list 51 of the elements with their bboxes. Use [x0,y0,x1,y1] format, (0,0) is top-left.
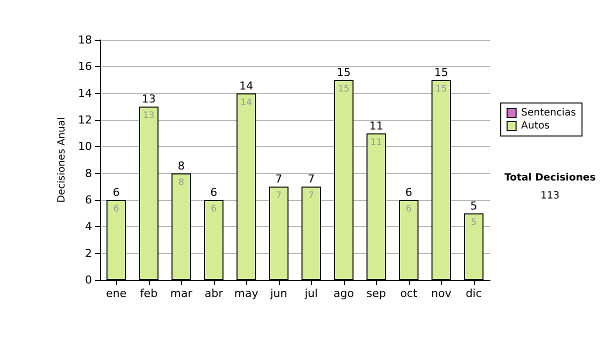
data-label: 13 [143,111,154,122]
y-tick-label: 16 [78,60,92,74]
text: 113 [540,190,560,202]
x-tick-label: nov [431,287,452,300]
x-tick-label: abr [204,287,224,300]
data-label: 14 [240,98,252,108]
x-tick-label: dic [466,287,482,300]
y-tick-label: 10 [78,140,92,154]
data-label: 7 [308,191,314,202]
total-label: 6 [210,186,218,199]
total-label: 15 [336,66,351,79]
legend-label: Autos [521,120,550,132]
total-label: 7 [308,172,315,186]
x-tick-label: sep [366,287,386,300]
total-label: 6 [112,186,120,199]
y-tick-label: 14 [78,86,92,100]
legend-label: Sentencias [521,108,576,118]
data-label: 8 [178,178,184,188]
total-label: 8 [178,159,185,172]
x-tick-label: ago [334,287,354,300]
total-label: 5 [470,199,478,212]
y-axis-title: Decisiones Anual [56,117,68,203]
total-label: 13 [142,92,156,106]
y-tick-label: 6 [85,194,92,206]
x-tick-label: mar [170,287,193,300]
y-tick-label: 8 [85,166,92,180]
y-tick-label: 4 [85,220,92,234]
data-label: 7 [276,191,282,202]
data-label: 6 [210,204,217,214]
x-tick-label: jun [269,287,288,300]
data-label: 6 [113,204,120,214]
total-label: 11 [369,119,384,132]
total-label: 15 [434,66,448,79]
total-label: 6 [405,186,412,199]
data-label: 6 [406,204,412,214]
y-tick-label: 18 [78,34,92,46]
data-label: 5 [470,218,477,228]
y-tick-label: 2 [85,246,92,260]
y-tick-label: 12 [78,114,92,126]
x-tick-label: ene [106,287,127,300]
x-tick-label: jul [304,287,318,300]
data-label: 11 [370,138,382,148]
data-label: 15 [338,84,350,94]
text: Total Decisiones [504,172,596,184]
data-label: 15 [436,84,447,94]
y-tick-label: 0 [85,274,92,286]
x-tick-label: oct [400,287,418,300]
total-label: 7 [275,172,282,186]
x-tick-label: feb [140,287,158,300]
x-tick-label: may [234,287,259,300]
total-label: 14 [239,79,254,92]
